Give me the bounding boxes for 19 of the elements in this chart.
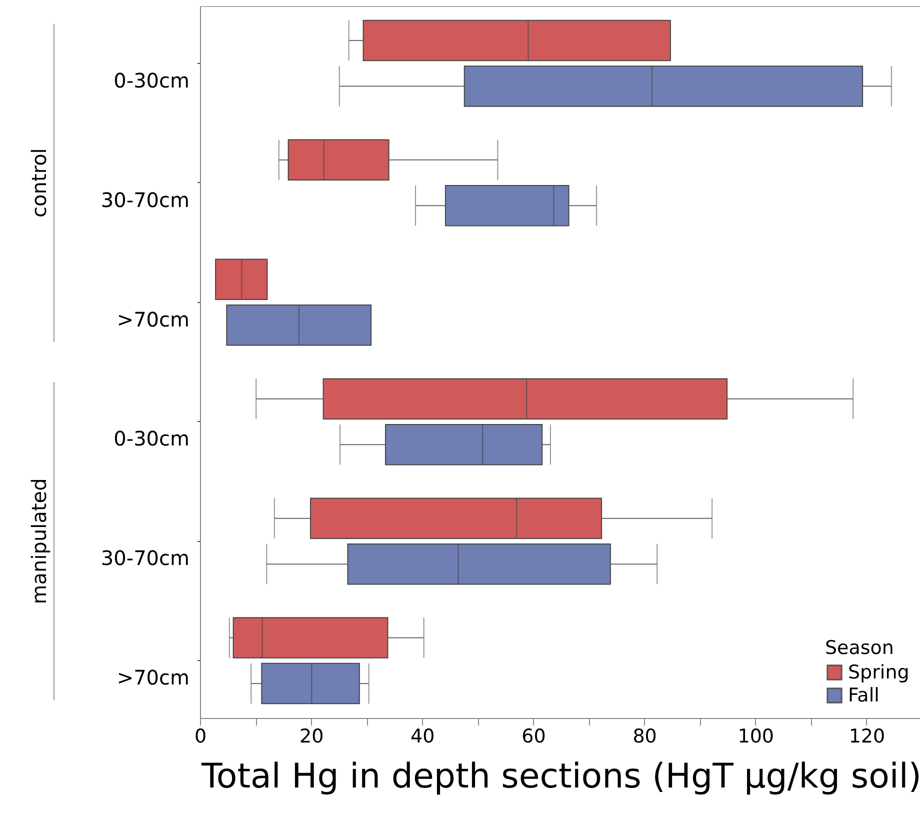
- x-tick-label: 60: [522, 726, 546, 748]
- legend-title: Season: [825, 637, 894, 659]
- x-tick-label: 80: [632, 726, 657, 748]
- x-tick-label: 0: [194, 726, 207, 748]
- x-tick-label: 120: [848, 726, 886, 748]
- x-tick-label: 20: [299, 726, 324, 748]
- y-tick-label: >70cm: [116, 666, 190, 690]
- legend-label: Spring: [848, 662, 910, 684]
- y-tick-label: 30-70cm: [100, 546, 190, 570]
- text: control: [27, 148, 51, 218]
- y-tick-label: 30-70cm: [100, 188, 190, 212]
- text: manipulated: [27, 478, 51, 604]
- x-tick-label: 100: [738, 726, 774, 748]
- x-tick-label: 40: [410, 726, 435, 748]
- y-tick-label: >70cm: [116, 307, 190, 332]
- legend-label: Fall: [848, 684, 880, 706]
- y-tick-label: 0-30cm: [114, 426, 190, 451]
- y-tick-label: 0-30cm: [114, 68, 190, 92]
- x-axis-title: Total Hg in depth sections (HgT μg/kg soil): [200, 756, 920, 796]
